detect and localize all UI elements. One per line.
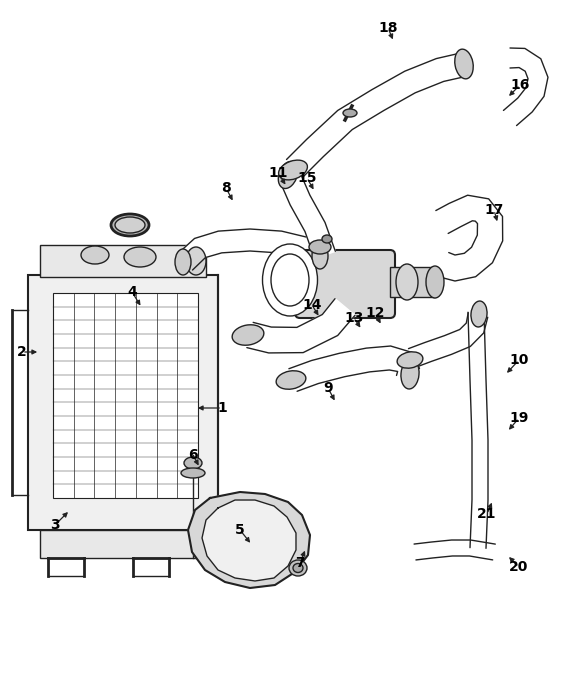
Ellipse shape (343, 109, 357, 117)
Ellipse shape (309, 240, 331, 254)
Ellipse shape (322, 235, 332, 243)
Polygon shape (409, 313, 488, 367)
Ellipse shape (124, 247, 156, 267)
Polygon shape (289, 346, 419, 391)
Bar (40, 530, 206, 558)
Ellipse shape (471, 301, 487, 327)
Text: 15: 15 (297, 171, 317, 185)
Ellipse shape (111, 214, 149, 236)
Text: 20: 20 (510, 560, 529, 574)
Text: 7: 7 (295, 556, 305, 570)
Ellipse shape (455, 49, 473, 79)
Polygon shape (468, 311, 488, 548)
Ellipse shape (186, 247, 206, 275)
Text: 11: 11 (268, 166, 288, 180)
Ellipse shape (279, 160, 307, 180)
Bar (390, 267, 435, 297)
Ellipse shape (271, 254, 309, 306)
Polygon shape (414, 540, 495, 560)
Polygon shape (503, 48, 548, 126)
Ellipse shape (181, 468, 205, 478)
Bar (28, 275, 218, 530)
Polygon shape (177, 229, 323, 270)
Ellipse shape (397, 352, 423, 368)
Text: 16: 16 (510, 78, 530, 92)
Ellipse shape (232, 325, 264, 345)
Text: 5: 5 (235, 523, 245, 537)
Text: 12: 12 (365, 306, 385, 320)
Polygon shape (202, 500, 296, 581)
Polygon shape (280, 173, 336, 258)
Text: 2: 2 (17, 345, 27, 359)
Ellipse shape (289, 560, 307, 576)
Text: 17: 17 (484, 203, 504, 217)
Text: 18: 18 (378, 21, 397, 35)
Text: 6: 6 (188, 448, 198, 462)
Text: 21: 21 (477, 507, 497, 521)
Ellipse shape (312, 243, 328, 269)
Text: 14: 14 (302, 298, 321, 312)
Bar (53, 293, 198, 498)
Text: 3: 3 (50, 518, 60, 532)
Ellipse shape (276, 371, 306, 389)
Ellipse shape (293, 564, 303, 573)
Polygon shape (287, 53, 464, 177)
Bar (40, 245, 206, 277)
Ellipse shape (81, 246, 109, 264)
Text: 13: 13 (345, 311, 364, 325)
Ellipse shape (426, 266, 444, 298)
Ellipse shape (175, 249, 191, 275)
Text: 9: 9 (323, 381, 333, 395)
Text: 10: 10 (510, 353, 529, 367)
Ellipse shape (278, 161, 298, 188)
Polygon shape (188, 492, 310, 588)
Ellipse shape (396, 264, 418, 300)
FancyBboxPatch shape (295, 250, 395, 318)
Polygon shape (247, 299, 355, 353)
Ellipse shape (115, 217, 145, 233)
Ellipse shape (262, 244, 318, 316)
Text: 19: 19 (510, 411, 529, 425)
Text: 1: 1 (217, 401, 227, 415)
Polygon shape (436, 195, 503, 281)
Ellipse shape (401, 359, 419, 389)
Text: 4: 4 (127, 285, 137, 299)
Ellipse shape (184, 457, 202, 469)
Text: 8: 8 (221, 181, 231, 195)
